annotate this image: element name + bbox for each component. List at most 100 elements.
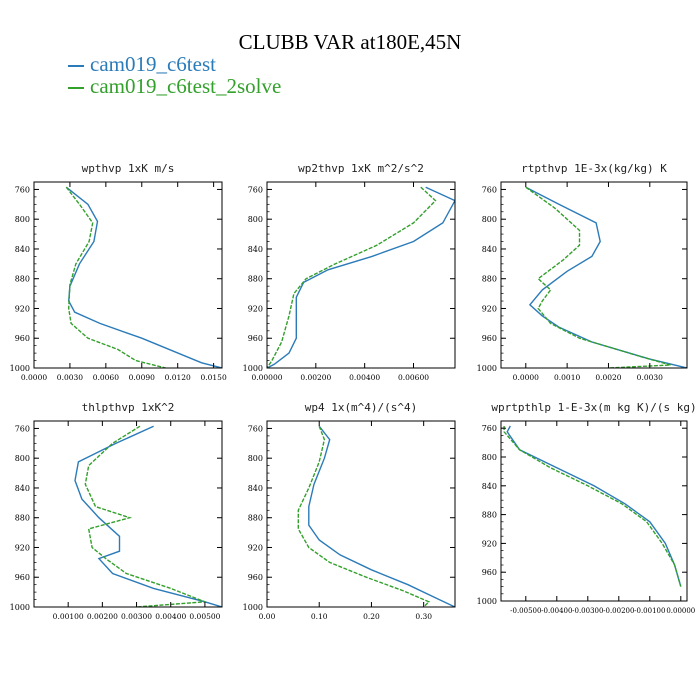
y-tick-label: 880	[482, 511, 497, 520]
chart-panel-4: thlpthvp 1xK^2 760 800 840 880 920 960 1000 0.00…	[10, 401, 223, 621]
y-tick-label: 880	[248, 275, 263, 284]
x-tick-label: 0.30	[415, 612, 432, 621]
series-line-c6test	[74, 425, 222, 607]
series-line-c6test-2solve	[65, 186, 166, 368]
y-tick-label: 800	[482, 453, 497, 462]
y-tick-label: 840	[482, 245, 497, 254]
series-line-c6test	[308, 425, 455, 607]
y-tick-label: 960	[15, 334, 30, 343]
chart-title: wprtpthlp 1-E-3x(m kg K)/(s kg)	[491, 401, 696, 414]
y-tick-label: 840	[15, 484, 30, 493]
series-line-c6test-2solve	[525, 186, 671, 368]
y-tick-label: 1000	[477, 364, 497, 373]
y-tick-label: 880	[482, 275, 497, 284]
y-tick-label: 1000	[10, 603, 30, 612]
y-tick-label: 960	[248, 573, 263, 582]
y-tick-label: 1000	[477, 597, 497, 606]
chart-panel-1: wpthvp 1xK m/s76080084088092096010000.00…	[10, 162, 227, 382]
y-tick-label: 960	[248, 334, 263, 343]
legend-label: cam019_c6test	[90, 52, 216, 76]
x-tick-label: 0.00	[259, 612, 276, 621]
series-line-c6test-2solve	[503, 426, 682, 587]
y-tick-label: 800	[482, 215, 497, 224]
chart-title: rtpthvp 1E-3x(kg/kg) K	[521, 162, 667, 175]
y-tick-label: 840	[482, 482, 497, 491]
plot-frame	[500, 420, 688, 602]
x-tick-label: 0.00200	[300, 373, 331, 382]
y-tick-label: 920	[15, 304, 30, 313]
x-tick-label: 0.00000	[251, 373, 282, 382]
x-tick-label: 0.0120	[165, 373, 191, 382]
x-tick-label: 0.00200	[87, 612, 118, 621]
y-tick-label: 920	[482, 539, 497, 548]
plot-frame	[266, 420, 456, 608]
chart-title: wp2thvp 1xK m^2/s^2	[298, 162, 424, 175]
x-tick-label: 0.0150	[200, 373, 226, 382]
y-tick-label: 920	[248, 304, 263, 313]
chart-title: thlpthvp 1xK^2	[82, 401, 175, 414]
x-tick-label: 0.10	[311, 612, 328, 621]
chart-title: wp4 1x(m^4)/(s^4)	[305, 401, 418, 414]
x-tick-label: -0.00200	[603, 607, 634, 615]
x-tick-label: 0.00400	[349, 373, 380, 382]
y-tick-label: 880	[15, 275, 30, 284]
series-line-c6test	[525, 186, 687, 368]
series-line-c6test	[267, 186, 455, 368]
x-tick-label: -0.00400	[541, 607, 572, 615]
x-tick-label: 0.00600	[398, 373, 429, 382]
x-tick-label: -0.00100	[634, 607, 665, 615]
y-tick-label: 840	[15, 245, 30, 254]
y-tick-label: 960	[482, 568, 497, 577]
x-tick-label: 0.0020	[595, 373, 621, 382]
plot-frame	[33, 181, 223, 369]
y-tick-label: 920	[248, 543, 263, 552]
y-tick-label: 800	[15, 215, 30, 224]
y-tick-label: 960	[15, 573, 30, 582]
legend-entry-c6test: cam019_c6test	[68, 52, 216, 77]
x-tick-label: 0.00400	[155, 612, 186, 621]
y-tick-label: 760	[482, 185, 497, 194]
x-tick-label: -0.00300	[572, 607, 603, 615]
y-tick-label: 1000	[243, 603, 263, 612]
y-tick-label: 1000	[10, 364, 30, 373]
y-tick-label: 760	[248, 424, 263, 433]
y-tick-label: 880	[15, 514, 30, 523]
y-tick-label: 760	[15, 424, 30, 433]
series-line-c6test	[65, 186, 222, 368]
x-tick-label: 0.0000	[21, 373, 47, 382]
y-tick-label: 880	[248, 514, 263, 523]
legend-entry-c6test-2solve: cam019_c6test_2solve	[68, 74, 281, 99]
y-tick-label: 840	[248, 484, 263, 493]
x-tick-label: 0.00300	[121, 612, 152, 621]
legend-label: cam019_c6test_2solve	[90, 74, 282, 98]
x-tick-label: 0.20	[363, 612, 380, 621]
y-tick-label: 960	[482, 334, 497, 343]
x-tick-label: 0.0090	[129, 373, 155, 382]
y-tick-label: 800	[15, 454, 30, 463]
figure-header: CLUBB VAR at180E,45N cam019_c6test cam01…	[0, 0, 700, 110]
chart-panel-2: wp2thvp 1xK m^2/s^2 760 800 840 880 920 960 100…	[243, 162, 456, 382]
y-tick-label: 920	[482, 304, 497, 313]
y-tick-label: 920	[15, 543, 30, 552]
chart-panel-6: wprtpthlp 1-E-3x(m kg K)/(s kg) 760 800 840…	[477, 401, 697, 615]
chart-panel-5: wp4 1x(m^4)/(s^4)76080084088092096010000…	[243, 401, 456, 621]
legend-line-icon	[68, 65, 84, 68]
y-tick-label: 800	[248, 454, 263, 463]
y-tick-label: 760	[482, 424, 497, 433]
x-tick-label: 0.0030	[637, 373, 663, 382]
y-tick-label: 760	[248, 185, 263, 194]
chart-title: wpthvp 1xK m/s	[82, 162, 175, 175]
x-tick-label: 0.0030	[57, 373, 83, 382]
x-tick-label: 0.0000	[513, 373, 539, 382]
x-tick-label: 0.00100	[53, 612, 84, 621]
series-line-c6test-2solve	[84, 425, 206, 607]
chart-panel-3: rtpthvp 1E-3x(kg/kg) K 760 800 840 880 920 960…	[477, 162, 688, 382]
x-tick-label: 0.0010	[554, 373, 580, 382]
plot-frame	[500, 181, 688, 369]
series-line-c6test-2solve	[267, 186, 437, 368]
legend-line-icon	[68, 87, 84, 90]
x-tick-label: -0.00500	[510, 607, 541, 615]
x-tick-label: 0.0060	[93, 373, 119, 382]
plot-frame	[266, 181, 456, 369]
x-tick-label: 0.00000	[666, 607, 695, 615]
